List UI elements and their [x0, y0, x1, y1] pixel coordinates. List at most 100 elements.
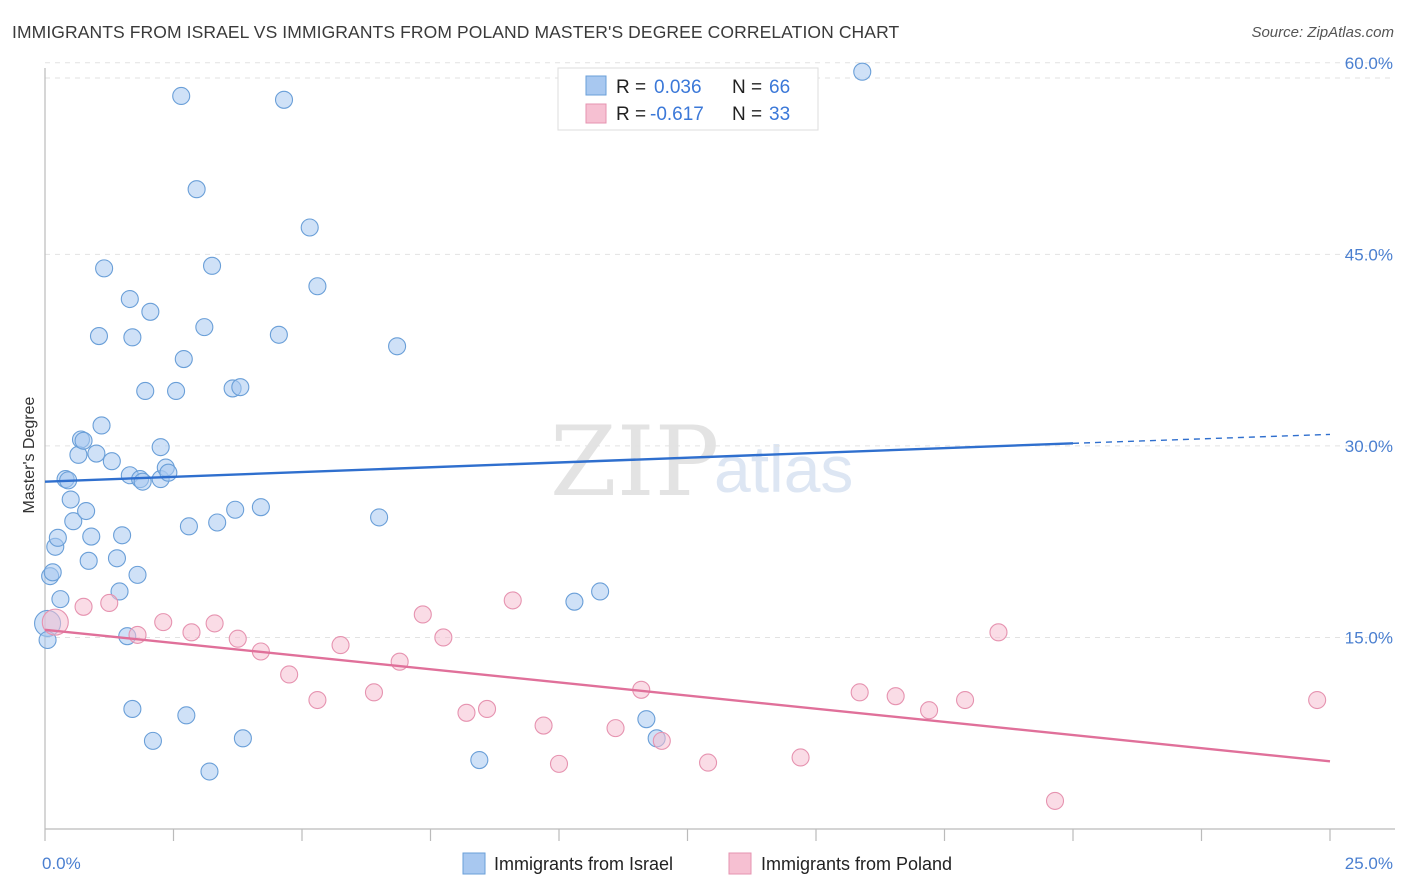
poland-point [100, 593, 119, 613]
israel-point [179, 517, 198, 536]
y-axis-tick-labels: 15.0% 30.0% 45.0% 60.0% [1345, 54, 1393, 648]
israel-point [172, 86, 191, 106]
poland-point [228, 629, 247, 648]
watermark-atlas: atlas [714, 432, 853, 506]
legend-n-label-poland: N = [732, 104, 762, 125]
poland-point [1308, 690, 1327, 710]
israel-point [274, 90, 294, 109]
israel-point [102, 452, 121, 471]
israel-point [151, 438, 170, 457]
israel-point [92, 416, 111, 435]
poland-point [308, 690, 327, 710]
israel-point [123, 699, 142, 719]
israel-point [177, 706, 196, 725]
poland-point [652, 731, 671, 750]
israel-point [591, 582, 610, 601]
poland-point [280, 665, 299, 684]
poland-point [331, 636, 350, 655]
israel-point [136, 381, 155, 401]
israel-point [159, 463, 178, 482]
gridlines [45, 62, 1395, 638]
israel-point [470, 750, 489, 770]
israel-point [64, 512, 83, 531]
poland-point [457, 703, 476, 722]
israel-point [87, 444, 106, 463]
legend-n-label-israel: N = [732, 77, 762, 98]
y-tick-label: 60.0% [1345, 54, 1393, 73]
x-axis-ticks [44, 829, 1331, 841]
legend-r-label-poland: R = [616, 104, 646, 125]
israel-point [123, 328, 142, 347]
israel-point [143, 731, 162, 750]
poland-point [534, 716, 553, 735]
series-poland-points [41, 591, 1327, 810]
israel-point [51, 590, 70, 609]
israel-point [113, 526, 132, 545]
israel-point [141, 302, 160, 321]
y-tick-label: 45.0% [1345, 245, 1393, 264]
israel-point [565, 592, 584, 611]
x-tick-label-start: 0.0% [42, 854, 81, 873]
israel-point [61, 490, 80, 509]
poland-point [850, 683, 869, 702]
legend-swatch-poland [585, 103, 607, 124]
israel-trendline-extension [1072, 433, 1331, 445]
poland-point [886, 687, 905, 706]
trendlines [44, 433, 1331, 763]
israel-point [370, 508, 389, 527]
legend-n-value-poland: 33 [769, 104, 790, 125]
poland-point [699, 753, 718, 772]
y-tick-label: 15.0% [1345, 628, 1393, 647]
israel-point [79, 551, 98, 570]
israel-point [74, 431, 93, 450]
poland-point [920, 701, 939, 720]
poland-point [182, 623, 201, 642]
israel-point [200, 762, 219, 781]
poland-point [364, 683, 384, 702]
poland-point [41, 608, 69, 636]
legend-r-value-israel: 0.036 [654, 77, 702, 98]
israel-point [48, 528, 67, 547]
poland-point [956, 690, 975, 710]
axes [44, 68, 1395, 830]
legend-swatch-israel [585, 75, 607, 96]
israel-point [233, 729, 252, 748]
chart-title: IMMIGRANTS FROM ISRAEL VS IMMIGRANTS FRO… [12, 22, 900, 42]
poland-point [413, 605, 432, 624]
israel-point [637, 710, 656, 729]
israel-point [269, 325, 288, 344]
israel-point [300, 218, 319, 237]
israel-point [308, 277, 327, 296]
series-legend-swatch-poland [728, 852, 752, 875]
israel-point [77, 501, 96, 521]
poland-trendline [44, 628, 1331, 763]
israel-point [388, 337, 407, 356]
legend-r-label-israel: R = [616, 77, 646, 98]
poland-point [989, 623, 1008, 642]
poland-point [549, 754, 569, 773]
series-legend: Immigrants from Israel Immigrants from P… [462, 852, 952, 875]
israel-point [174, 349, 193, 369]
israel-point [120, 289, 139, 309]
israel-trendline [44, 442, 1074, 483]
x-axis-tick-labels: 0.0% 25.0% [42, 854, 1393, 873]
israel-point [89, 327, 109, 346]
poland-point [74, 597, 93, 616]
israel-point [167, 381, 186, 401]
israel-point [128, 565, 147, 584]
israel-point [195, 318, 214, 337]
israel-point [95, 259, 114, 278]
legend-n-value-israel: 66 [769, 77, 790, 98]
poland-point [205, 614, 224, 633]
series-legend-label-poland: Immigrants from Poland [761, 854, 952, 874]
source-label: Source: ZipAtlas.com [1251, 24, 1394, 41]
y-axis-label: Master's Degree [21, 396, 38, 513]
correlation-legend: R = 0.036 N = 66 R = -0.617 N = 33 [557, 67, 819, 131]
poland-point [1045, 791, 1065, 810]
israel-point [133, 472, 152, 491]
israel-point [82, 527, 101, 546]
series-legend-label-israel: Immigrants from Israel [494, 854, 673, 874]
y-tick-label: 30.0% [1345, 437, 1393, 456]
israel-point [110, 582, 129, 601]
